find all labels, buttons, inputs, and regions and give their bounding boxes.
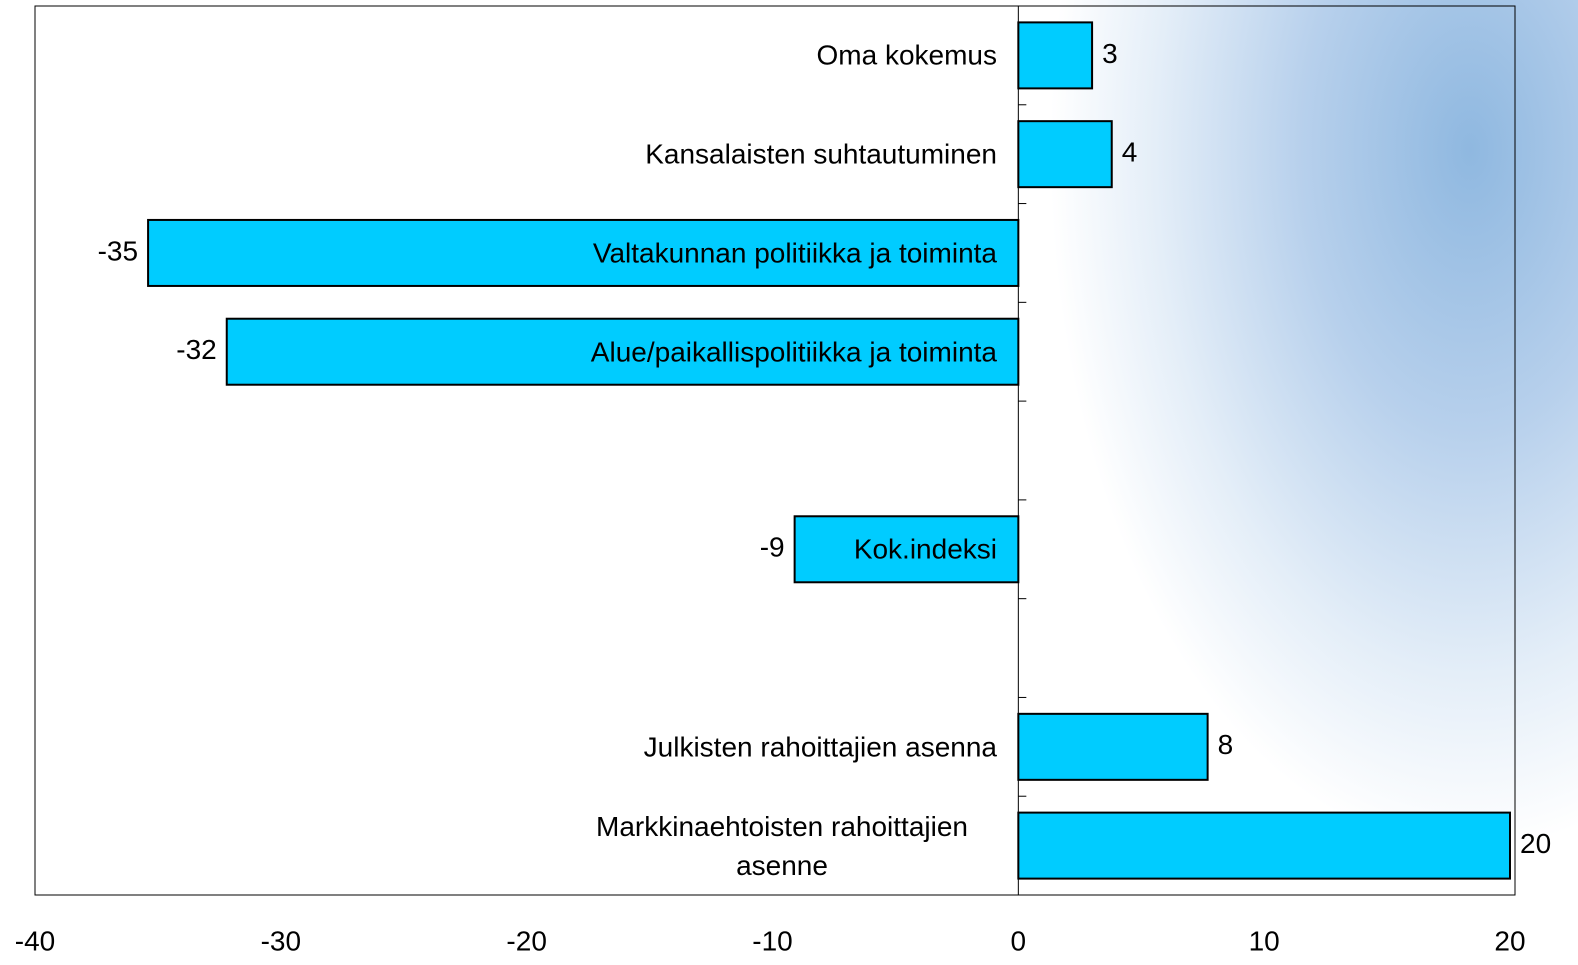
x-tick-label: -40 <box>15 925 55 956</box>
category-label: Oma kokemus <box>816 39 998 71</box>
value-label: 4 <box>1122 137 1138 168</box>
value-label: 3 <box>1102 38 1118 69</box>
bar <box>225 317 1020 386</box>
bar <box>793 515 1020 584</box>
category-label: Kansalaisten suhtautuminen <box>645 138 997 170</box>
value-label: -35 <box>98 235 138 266</box>
category-label: Alue/paikallispolitiikka ja toiminta <box>590 336 997 368</box>
x-tick-label: -10 <box>752 925 792 956</box>
bar <box>1017 120 1113 189</box>
x-tick-label: -20 <box>506 925 546 956</box>
value-label: 8 <box>1218 729 1234 760</box>
value-label: -9 <box>760 532 785 563</box>
value-label: 20 <box>1520 828 1551 859</box>
category-label: Valtakunnan politiikka ja toiminta <box>592 237 997 269</box>
x-tick-label: 20 <box>1494 925 1525 956</box>
bar <box>147 218 1020 287</box>
category-label: Markkinaehtoisten rahoittajien asenne <box>596 810 968 881</box>
category-label: Kok.indeksi <box>853 533 997 565</box>
x-tick-label: 0 <box>1011 925 1027 956</box>
plot-frame <box>34 5 1516 896</box>
bar <box>1017 811 1511 880</box>
x-tick-label: 10 <box>1249 925 1280 956</box>
bar <box>1017 21 1094 90</box>
x-tick-label: -30 <box>261 925 301 956</box>
bar <box>1017 712 1209 781</box>
value-label: -32 <box>176 334 216 365</box>
category-label: Julkisten rahoittajien asenna <box>643 731 997 763</box>
